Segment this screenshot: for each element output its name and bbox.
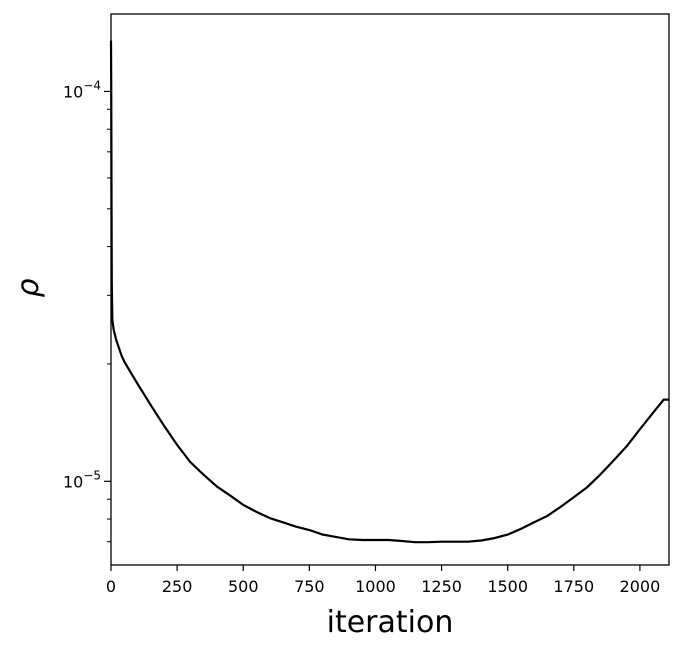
y-tick-label: 10−4 xyxy=(63,78,101,101)
y-axis-label: ρ xyxy=(11,278,46,297)
y-axis-ticks: 10−5 10−4 xyxy=(63,78,111,543)
x-tick-label: 1750 xyxy=(553,577,594,596)
x-tick-label: 500 xyxy=(228,577,259,596)
axes-frame xyxy=(110,13,670,566)
x-axis-label: iteration xyxy=(327,605,454,640)
x-axis-ticks: 0 250 500 750 1000 1250 1500 1750 2000 xyxy=(106,565,660,596)
plot-area xyxy=(109,13,670,566)
x-tick-label: 750 xyxy=(294,577,325,596)
x-tick-label: 2000 xyxy=(620,577,661,596)
x-tick-label: 1500 xyxy=(487,577,528,596)
x-tick-label: 1250 xyxy=(421,577,462,596)
x-tick-label: 0 xyxy=(106,577,116,596)
y-tick-label: 10−5 xyxy=(63,468,101,491)
x-tick-label: 250 xyxy=(162,577,193,596)
series-line-0 xyxy=(109,40,669,544)
x-tick-label: 1000 xyxy=(355,577,396,596)
